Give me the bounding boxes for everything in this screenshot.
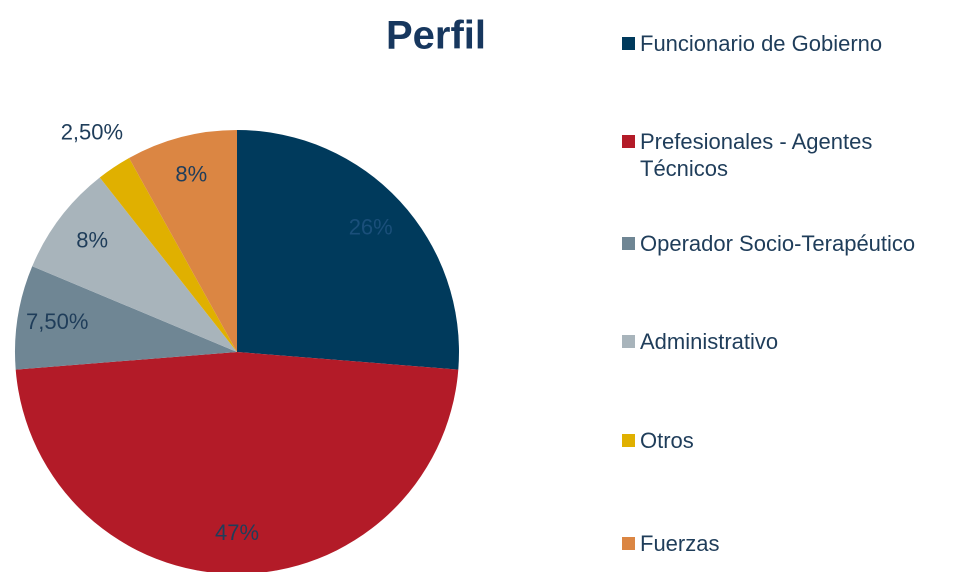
legend-item: Prefesionales - Agentes Técnicos — [620, 128, 920, 182]
legend-item: Operador Socio-Terapéutico — [620, 230, 975, 257]
legend-swatch — [622, 37, 635, 50]
legend-swatch — [622, 537, 635, 550]
data-label: 7,50% — [26, 309, 88, 334]
legend-swatch — [622, 135, 635, 148]
chart-title: Perfil — [386, 14, 486, 58]
legend-item: Administrativo — [620, 328, 975, 355]
pie-slice — [15, 266, 238, 370]
data-label: 47% — [215, 520, 259, 545]
legend-swatch — [622, 335, 635, 348]
legend-label: Otros — [640, 428, 694, 453]
pie-slice — [15, 352, 459, 572]
legend-item: Funcionario de Gobierno — [620, 30, 975, 57]
legend-label: Prefesionales - Agentes Técnicos — [640, 129, 873, 181]
pie-slice — [32, 177, 237, 352]
legend-label: Administrativo — [640, 329, 779, 354]
legend-label: Fuerzas — [640, 531, 720, 556]
data-label: 2,50% — [61, 120, 123, 145]
legend-swatch — [622, 237, 635, 250]
legend-item: Fuerzas — [620, 530, 975, 557]
legend-label: Operador Socio-Terapéutico — [640, 231, 916, 256]
pie-slice — [129, 130, 237, 352]
data-label: 8% — [175, 162, 207, 187]
legend-swatch — [622, 434, 635, 447]
data-label: 26% — [349, 214, 393, 239]
legend-item: Otros — [620, 427, 975, 454]
data-label: 8% — [76, 228, 108, 253]
legend-label: Funcionario de Gobierno — [640, 31, 883, 56]
pie-slice — [237, 130, 459, 370]
pie-slice — [99, 158, 237, 352]
